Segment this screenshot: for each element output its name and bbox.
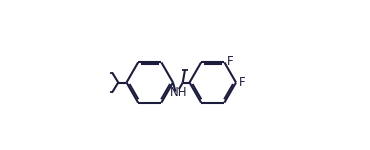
Text: F: F xyxy=(227,55,234,68)
Text: NH: NH xyxy=(169,87,187,99)
Text: F: F xyxy=(239,76,245,89)
